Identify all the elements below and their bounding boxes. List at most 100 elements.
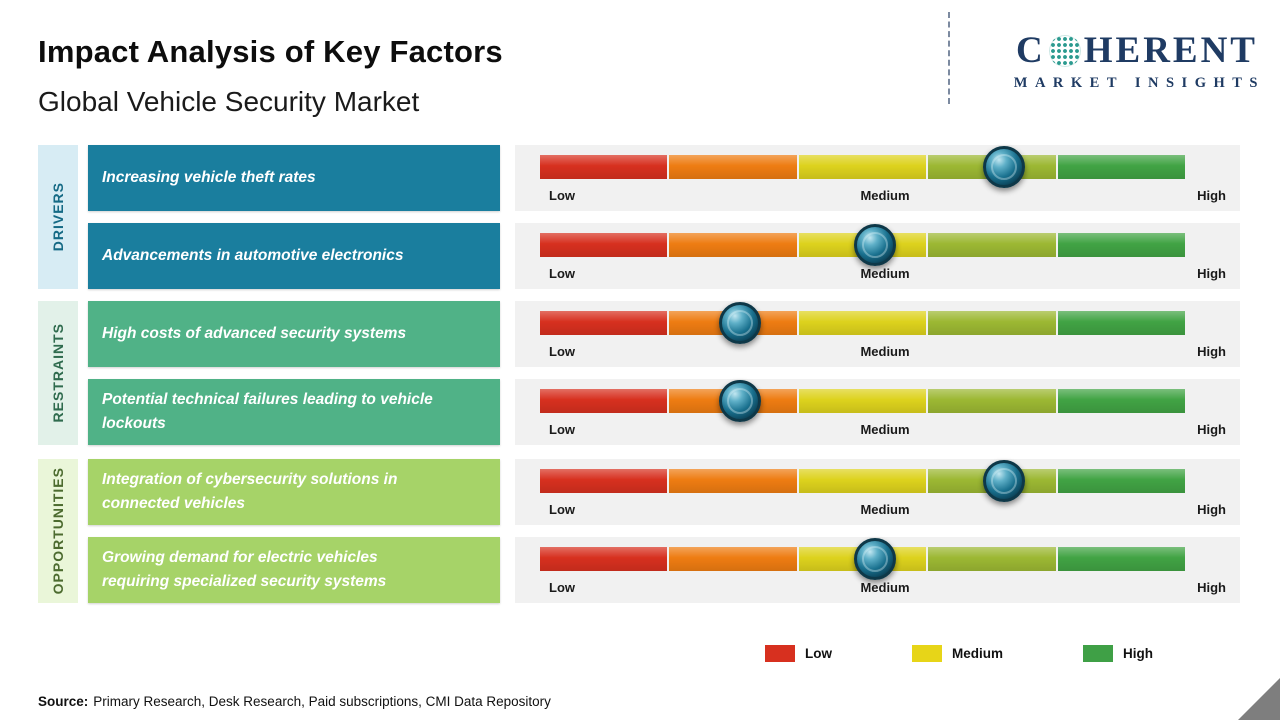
bar-segment-low [540,155,668,179]
legend: Low Medium High [765,645,1153,662]
bar-segment-medium-high [928,389,1056,413]
scale-label-low: Low [549,422,575,437]
scale-label-high: High [1197,422,1226,437]
factor-box: Advancements in automotive electronics [88,223,500,289]
bar-segment-low [540,233,668,257]
marker-layer [540,379,1185,445]
factor-row: High costs of advanced security systems … [0,301,1280,367]
logo-letter-c: C [1016,30,1046,71]
factor-row: Growing demand for electric vehicles req… [0,537,1280,603]
factor-box: Growing demand for electric vehicles req… [88,537,500,603]
bar-segment-high [1057,311,1186,335]
impact-scale-bar [540,155,1186,179]
marker-layer [540,459,1185,525]
impact-bar-panel: Low Medium High [515,223,1240,289]
scale-label-high: High [1197,580,1226,595]
factor-label: Integration of cybersecurity solutions i… [102,471,398,512]
bar-segment-medium [798,469,927,493]
bar-segment-low [540,311,668,335]
marker-layer [540,145,1185,211]
logo-letters-herent: HERENT [1083,30,1258,71]
impact-scale-bar [540,233,1186,257]
scale-labels: Low Medium High [540,266,1230,284]
scale-label-low: Low [549,266,575,281]
scale-labels: Low Medium High [540,502,1230,520]
scale-label-medium: Medium [860,188,910,203]
scale-label-high: High [1197,188,1226,203]
scale-label-low: Low [549,502,575,517]
legend-label-low: Low [805,646,832,661]
scale-label-medium: Medium [860,266,910,281]
bar-segment-low [540,389,668,413]
impact-bar-panel: Low Medium High [515,145,1240,211]
bar-segment-high [1057,389,1186,413]
factor-label: Advancements in automotive electronics [102,247,404,264]
corner-decoration [1238,678,1280,720]
legend-item-high: High [1083,645,1153,662]
impact-marker [718,380,761,422]
scale-label-medium: Medium [860,344,910,359]
impact-scale-bar [540,547,1186,571]
scale-labels: Low Medium High [540,344,1230,362]
legend-label-medium: Medium [952,646,1004,661]
source-text: Primary Research, Desk Research, Paid su… [93,694,551,709]
factor-row: Potential technical failures leading to … [0,379,1280,445]
bar-segment-medium-high [928,547,1056,571]
marker-layer [540,301,1185,367]
bar-segment-low [540,469,668,493]
bar-segment-medium-high [928,233,1056,257]
logo-tagline: MARKET INSIGHTS [1013,75,1265,91]
page-subtitle: Global Vehicle Security Market [38,86,420,117]
bar-segment-low-medium [669,469,797,493]
legend-item-low: Low [765,645,832,662]
scale-labels: Low Medium High [540,422,1230,440]
source-label: Source: [38,694,89,709]
factor-row: Increasing vehicle theft rates Low Mediu… [0,145,1280,211]
impact-bar-panel: Low Medium High [515,379,1240,445]
bar-segment-high [1057,233,1186,257]
bar-segment-medium-high [928,311,1056,335]
impact-bar-panel: Low Medium High [515,537,1240,603]
scale-label-low: Low [549,344,575,359]
factor-label: Growing demand for electric vehicles req… [102,549,387,590]
bar-segment-low [540,547,668,571]
marker-layer [540,537,1185,603]
impact-marker [983,146,1026,188]
impact-marker [854,538,897,580]
bar-segment-medium [798,311,927,335]
factor-box: Potential technical failures leading to … [88,379,500,445]
scale-label-high: High [1197,344,1226,359]
bar-segment-high [1057,469,1186,493]
impact-bar-panel: Low Medium High [515,301,1240,367]
factor-label: Increasing vehicle theft rates [102,169,316,186]
impact-marker [983,460,1026,502]
scale-label-high: High [1197,502,1226,517]
factor-row: Advancements in automotive electronics L… [0,223,1280,289]
scale-label-medium: Medium [860,580,910,595]
scale-label-medium: Medium [860,422,910,437]
page-title: Impact Analysis of Key Factors [38,34,503,69]
scale-label-high: High [1197,266,1226,281]
bar-segment-low-medium [669,547,797,571]
scale-label-low: Low [549,188,575,203]
group-strip-restraints: RESTRAINTS [38,301,78,445]
globe-icon [1048,34,1081,67]
factor-label: High costs of advanced security systems [102,325,407,342]
legend-label-high: High [1123,646,1154,661]
group-strip-drivers: DRIVERS [38,145,78,289]
factor-box: Increasing vehicle theft rates [88,145,500,211]
group-strip-opportunities: OPPORTUNITIES [38,459,78,603]
impact-marker [718,302,761,344]
legend-item-medium: Medium [912,645,1003,662]
bar-segment-medium [798,155,927,179]
bar-segment-high [1057,155,1186,179]
factor-row: Integration of cybersecurity solutions i… [0,459,1280,525]
bar-segment-low-medium [669,155,797,179]
impact-bar-panel: Low Medium High [515,459,1240,525]
bar-segment-high [1057,547,1186,571]
bar-segment-medium [798,389,927,413]
scale-labels: Low Medium High [540,580,1230,598]
factor-box: High costs of advanced security systems [88,301,500,367]
scale-labels: Low Medium High [540,188,1230,206]
